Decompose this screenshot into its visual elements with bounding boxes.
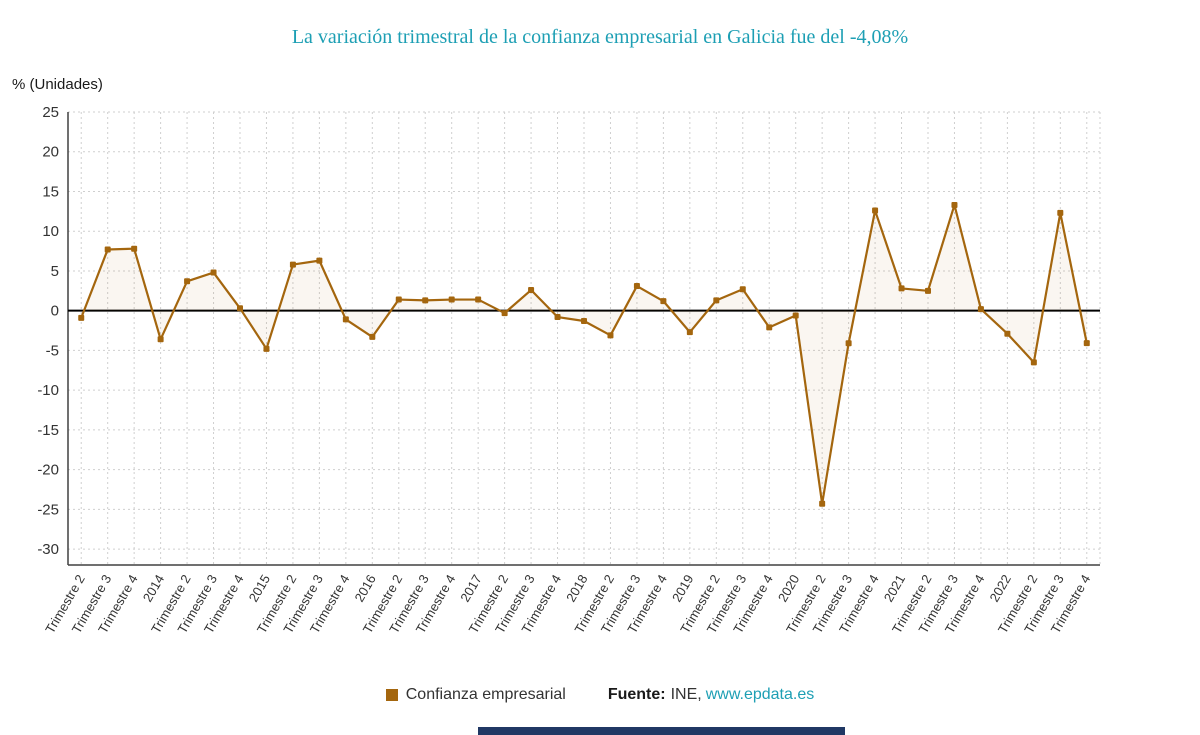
data-point[interactable] bbox=[660, 298, 667, 305]
legend-label: Confianza empresarial bbox=[405, 686, 566, 703]
svg-text:2019: 2019 bbox=[669, 572, 696, 605]
svg-text:2021: 2021 bbox=[881, 572, 908, 605]
data-point[interactable] bbox=[554, 314, 561, 321]
data-point[interactable] bbox=[448, 296, 455, 303]
gridlines bbox=[68, 111, 1101, 565]
svg-text:-25: -25 bbox=[37, 501, 59, 518]
data-point[interactable] bbox=[369, 333, 376, 340]
data-point[interactable] bbox=[713, 297, 720, 304]
svg-text:2016: 2016 bbox=[351, 572, 378, 605]
data-point[interactable] bbox=[819, 500, 826, 507]
data-point[interactable] bbox=[739, 286, 746, 293]
footer-bar bbox=[478, 727, 845, 735]
svg-text:2018: 2018 bbox=[563, 572, 590, 605]
legend-row: Confianza empresarial Fuente: INE, www.epd… bbox=[0, 686, 1200, 704]
data-point[interactable] bbox=[792, 312, 799, 319]
svg-text:2014: 2014 bbox=[140, 572, 167, 605]
data-point[interactable] bbox=[1030, 359, 1037, 366]
data-point[interactable] bbox=[131, 245, 138, 252]
data-points bbox=[78, 201, 1090, 507]
svg-text:-5: -5 bbox=[46, 342, 59, 359]
data-point[interactable] bbox=[528, 287, 535, 294]
data-point[interactable] bbox=[184, 278, 191, 285]
source-name: INE, bbox=[670, 686, 702, 703]
data-point[interactable] bbox=[342, 316, 349, 323]
data-point[interactable] bbox=[845, 340, 852, 347]
chart-title: La variación trimestral de la confianza … bbox=[291, 26, 909, 48]
data-point[interactable] bbox=[289, 261, 296, 268]
data-point[interactable] bbox=[951, 201, 958, 208]
svg-text:5: 5 bbox=[51, 263, 59, 280]
data-point[interactable] bbox=[633, 283, 640, 290]
data-point[interactable] bbox=[977, 306, 984, 313]
data-point[interactable] bbox=[1083, 340, 1090, 347]
svg-text:-30: -30 bbox=[37, 541, 59, 558]
data-point[interactable] bbox=[422, 297, 429, 304]
data-point[interactable] bbox=[316, 257, 323, 264]
data-point[interactable] bbox=[872, 207, 879, 214]
svg-text:10: 10 bbox=[42, 223, 59, 240]
svg-text:20: 20 bbox=[42, 144, 59, 161]
data-point[interactable] bbox=[78, 314, 85, 321]
data-point[interactable] bbox=[210, 269, 217, 276]
data-point[interactable] bbox=[475, 296, 482, 303]
svg-text:15: 15 bbox=[42, 183, 59, 200]
data-point[interactable] bbox=[766, 324, 773, 331]
svg-text:2015: 2015 bbox=[246, 572, 273, 605]
svg-text:2017: 2017 bbox=[457, 572, 484, 605]
legend-item-confianza[interactable]: Confianza empresarial bbox=[385, 686, 566, 704]
data-point[interactable] bbox=[1057, 209, 1064, 216]
svg-text:2022: 2022 bbox=[987, 572, 1014, 605]
data-point[interactable] bbox=[581, 318, 587, 325]
data-point[interactable] bbox=[263, 345, 270, 352]
data-point[interactable] bbox=[237, 305, 243, 312]
data-point[interactable] bbox=[607, 332, 614, 339]
data-point[interactable] bbox=[925, 287, 931, 294]
source-text: Fuente: INE, www.epdata.es bbox=[608, 686, 814, 704]
svg-text:0: 0 bbox=[51, 303, 59, 320]
data-point[interactable] bbox=[395, 296, 402, 303]
epdata-link[interactable]: www.epdata.es bbox=[705, 686, 815, 703]
svg-text:2020: 2020 bbox=[775, 572, 802, 605]
svg-text:-15: -15 bbox=[37, 422, 59, 439]
data-point[interactable] bbox=[686, 329, 693, 336]
source-label: Fuente: bbox=[607, 686, 666, 703]
data-point[interactable] bbox=[104, 246, 111, 253]
data-point[interactable] bbox=[501, 310, 508, 317]
data-point[interactable] bbox=[898, 285, 905, 292]
data-point[interactable] bbox=[157, 336, 164, 343]
svg-text:25: 25 bbox=[42, 104, 59, 121]
y-axis-unit-label: % (Unidades) bbox=[12, 76, 103, 93]
legend-swatch-icon bbox=[385, 689, 398, 701]
svg-text:-20: -20 bbox=[37, 462, 59, 479]
data-point[interactable] bbox=[1004, 330, 1011, 337]
y-axis-labels: 25 20 15 10 5 0 -5 -10 -15 -20 -25 -30 bbox=[37, 104, 59, 558]
svg-text:-10: -10 bbox=[37, 382, 59, 399]
